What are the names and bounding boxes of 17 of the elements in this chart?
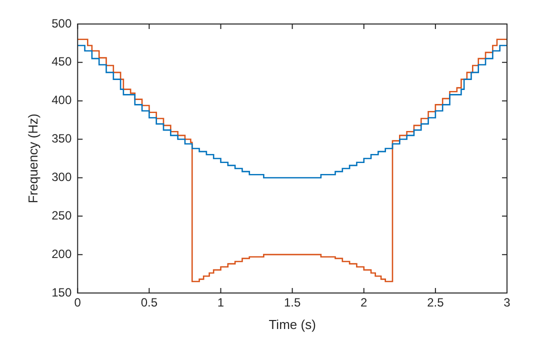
y-tick-label: 200 bbox=[52, 246, 72, 261]
y-tick-label: 500 bbox=[52, 16, 72, 30]
y-tick-label: 250 bbox=[52, 208, 72, 222]
y-axis-title: Frequency (Hz) bbox=[25, 114, 40, 204]
y-tick-label: 150 bbox=[52, 285, 72, 300]
x-tick-label: 1 bbox=[217, 296, 224, 310]
x-tick-label: 3 bbox=[504, 296, 511, 310]
y-tick-label: 450 bbox=[52, 54, 72, 69]
x-tick-label: 0 bbox=[74, 296, 82, 310]
y-tick-label: 400 bbox=[52, 93, 72, 108]
x-tick-label: 2.5 bbox=[427, 296, 444, 310]
x-axis-title: Time (s) bbox=[268, 316, 316, 332]
y-tick-label: 300 bbox=[52, 170, 72, 184]
x-tick-label: 2 bbox=[360, 296, 368, 310]
y-tick-label: 350 bbox=[52, 132, 72, 146]
x-tick-label: 1.5 bbox=[284, 296, 301, 310]
x-tick-label: 0.5 bbox=[140, 296, 158, 310]
